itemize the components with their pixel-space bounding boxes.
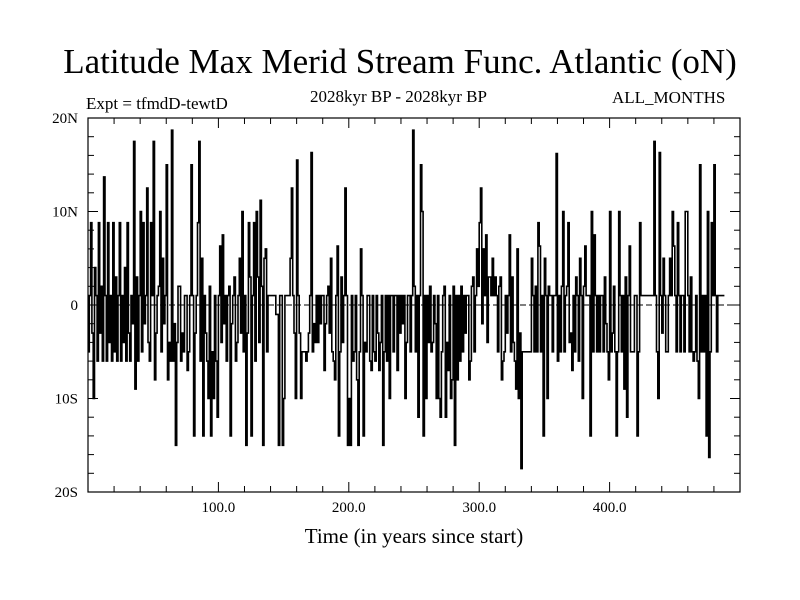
y-tick-label: 10S [55, 392, 78, 408]
x-tick-label: 300.0 [462, 500, 496, 516]
plot-frame [87, 117, 741, 493]
y-tick-label: 10N [52, 205, 78, 221]
months-label: ALL_MONTHS [612, 88, 726, 107]
experiment-label: Expt = tfmdD-tewtD [86, 94, 228, 113]
series-line-latitude-max [88, 129, 725, 470]
y-tick-label: 20S [55, 485, 78, 501]
time-range-label: 2028kyr BP - 2028kyr BP [310, 87, 487, 106]
x-tick-label: 100.0 [202, 500, 236, 516]
x-tick-label: 200.0 [332, 500, 366, 516]
chart-title: Latitude Max Merid Stream Func. Atlantic… [63, 42, 737, 81]
x-axis-label: Time (in years since start) [304, 524, 524, 548]
x-tick-label: 400.0 [593, 500, 627, 516]
y-tick-label: 0 [71, 298, 79, 314]
y-tick-label: 20N [52, 111, 78, 127]
